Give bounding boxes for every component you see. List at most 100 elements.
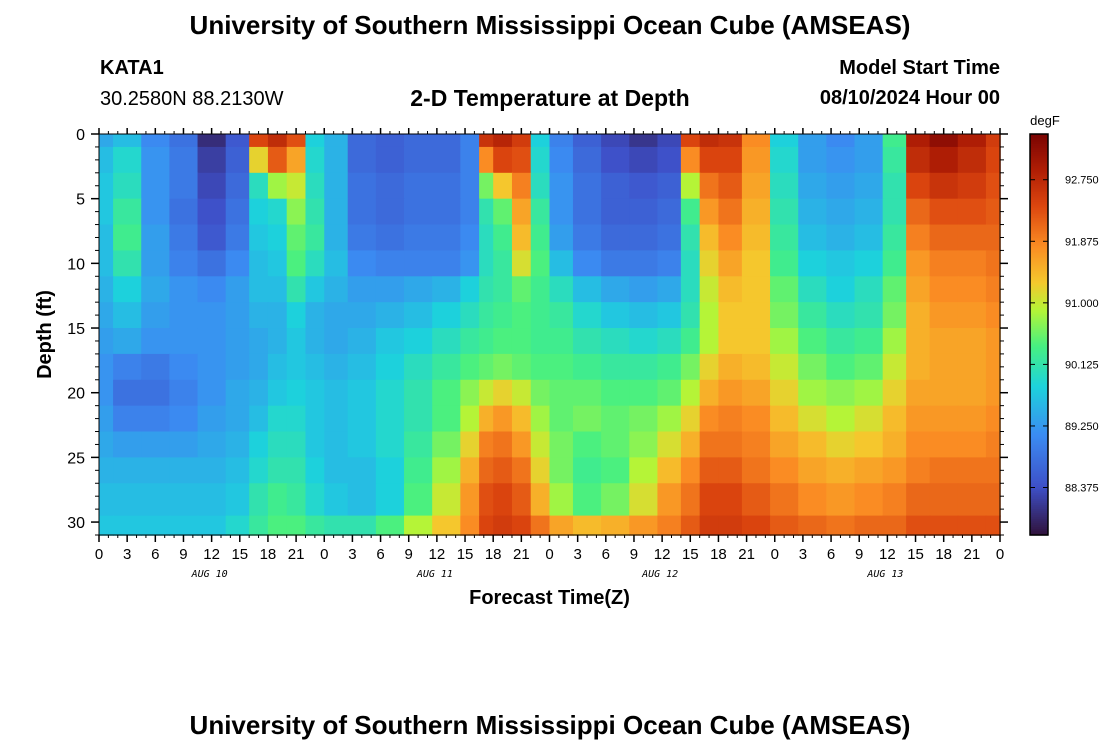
- heatmap-cell: [798, 431, 828, 459]
- colorbar-band: [1030, 312, 1048, 316]
- heatmap-cell: [699, 457, 720, 485]
- heatmap-cell: [854, 405, 884, 433]
- heatmap-cell: [305, 457, 326, 485]
- colorbar-band: [1030, 282, 1048, 285]
- x-axis-title: Forecast Time(Z): [469, 587, 630, 609]
- heatmap-cell: [286, 276, 307, 303]
- heatmap-cell: [985, 328, 1001, 355]
- heatmap-cell: [770, 302, 800, 329]
- heatmap-cell: [141, 134, 171, 148]
- heatmap-cell: [929, 224, 959, 252]
- heatmap-cell: [882, 224, 907, 252]
- heatmap-cell: [249, 405, 269, 433]
- heatmap-cell: [680, 198, 701, 226]
- heatmap-cell: [225, 483, 250, 517]
- heatmap-cell: [225, 146, 250, 174]
- heatmap-cell: [460, 302, 480, 329]
- heatmap-cell: [629, 146, 659, 174]
- heatmap-cell: [826, 328, 856, 355]
- colorbar-band: [1030, 402, 1048, 406]
- heatmap-cell: [305, 250, 326, 278]
- colorbar-band: [1030, 228, 1048, 231]
- heatmap-cell: [113, 250, 143, 278]
- heatmap-cell: [141, 379, 171, 407]
- heatmap-cell: [826, 276, 856, 303]
- colorbar-band: [1030, 528, 1048, 532]
- heatmap-cell: [460, 483, 480, 517]
- colorbar-band: [1030, 268, 1048, 271]
- heatmap-cell: [432, 172, 462, 200]
- heatmap-cell: [957, 250, 987, 278]
- heatmap-cell: [699, 302, 720, 329]
- heatmap-cell: [286, 198, 307, 226]
- heatmap-cell: [404, 457, 433, 485]
- heatmap-cell: [906, 457, 931, 485]
- heatmap-cell: [493, 379, 513, 407]
- heatmap-cell: [460, 431, 480, 459]
- heatmap-cell: [511, 457, 532, 485]
- x-tick-label: 0: [996, 546, 1004, 563]
- heatmap-cell: [985, 457, 1001, 485]
- colorbar-band: [1030, 274, 1048, 277]
- heatmap-cell: [404, 302, 433, 329]
- colorbar-band: [1030, 192, 1048, 195]
- heatmap-cell: [249, 353, 269, 381]
- x-tick-label: 18: [710, 546, 727, 563]
- colorbar-band: [1030, 272, 1048, 275]
- heatmap-cell: [347, 405, 377, 433]
- heatmap-cell: [404, 276, 433, 303]
- heatmap-cell: [601, 328, 631, 355]
- colorbar-band: [1030, 458, 1048, 462]
- heatmap-cell: [718, 146, 743, 174]
- x-tick-label: 3: [348, 546, 356, 563]
- heatmap-cell: [113, 457, 143, 485]
- x-tick-label: 21: [738, 546, 755, 563]
- colorbar-tick-label: 91.875: [1065, 236, 1099, 248]
- heatmap-cell: [286, 250, 307, 278]
- colorbar-band: [1030, 374, 1048, 378]
- x-tick-label: 0: [320, 546, 328, 563]
- colorbar-band: [1030, 144, 1048, 147]
- heatmap-cells: [99, 134, 1001, 536]
- heatmap-cell: [460, 379, 480, 407]
- heatmap-cell: [929, 457, 959, 485]
- heatmap-cell: [699, 134, 720, 148]
- colorbar-band: [1030, 524, 1048, 528]
- heatmap-cell: [404, 379, 433, 407]
- heatmap-cell: [169, 276, 199, 303]
- colorbar-band: [1030, 348, 1048, 352]
- heatmap-cell: [699, 379, 720, 407]
- heatmap-cell: [929, 405, 959, 433]
- heatmap-cell: [225, 379, 250, 407]
- heatmap-cell: [957, 457, 987, 485]
- heatmap-cell: [99, 134, 114, 148]
- heatmap-cell: [305, 198, 326, 226]
- heatmap-cell: [549, 302, 574, 329]
- heatmap-cell: [375, 250, 405, 278]
- heatmap-cell: [741, 405, 771, 433]
- colorbar-band: [1030, 218, 1048, 221]
- heatmap-cell: [718, 457, 743, 485]
- colorbar-band: [1030, 166, 1048, 169]
- heatmap-cell: [601, 353, 631, 381]
- heatmap-cell: [141, 405, 171, 433]
- heatmap-cell: [629, 457, 659, 485]
- heatmap-cell: [493, 276, 513, 303]
- colorbar-band: [1030, 262, 1048, 265]
- heatmap-cell: [460, 328, 480, 355]
- heatmap-cell: [657, 379, 682, 407]
- heatmap-cell: [324, 483, 349, 517]
- y-tick-label: 15: [67, 321, 85, 338]
- x-tick-label: 6: [376, 546, 384, 563]
- colorbar-band: [1030, 416, 1048, 420]
- colorbar-band: [1030, 298, 1048, 302]
- heatmap-cell: [657, 224, 682, 252]
- colorbar-band: [1030, 514, 1048, 518]
- heatmap-cell: [479, 276, 494, 303]
- colorbar-band: [1030, 224, 1048, 227]
- colorbar-band: [1030, 346, 1048, 350]
- heatmap-cell: [197, 146, 227, 174]
- heatmap-cell: [530, 302, 551, 329]
- heatmap-cell: [347, 172, 377, 200]
